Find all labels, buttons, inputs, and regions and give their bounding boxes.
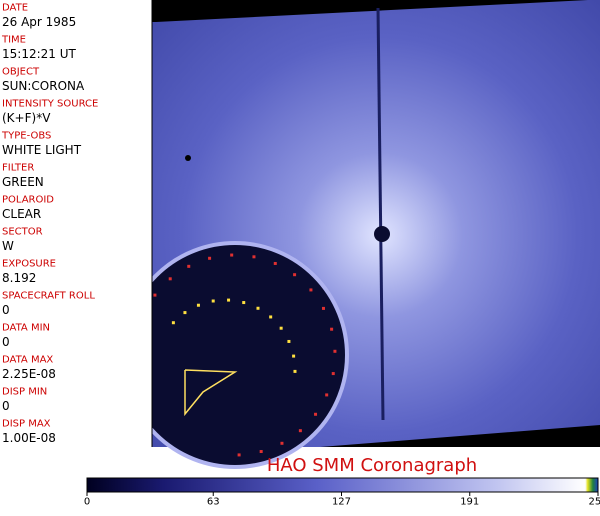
- dot: [298, 429, 302, 433]
- dot: [321, 306, 325, 310]
- field-label: EXPOSURE: [2, 258, 56, 269]
- field-label: TYPE-OBS: [1, 130, 51, 141]
- pylon: [376, 7, 385, 421]
- field-value: 0: [2, 399, 10, 413]
- dot: [287, 339, 291, 343]
- field-label: SPACECRAFT ROLL: [2, 290, 95, 301]
- colorbar-tick-label: 127: [332, 496, 351, 507]
- field-value: 0: [2, 303, 10, 317]
- field-value: 8.192: [2, 271, 36, 285]
- info-panel: [0, 0, 152, 447]
- occulter: [121, 241, 349, 469]
- dot: [293, 369, 297, 373]
- overlay: [133, 253, 337, 457]
- field-value: W: [2, 239, 14, 253]
- dot: [237, 453, 241, 457]
- title: HAO SMM Coronagraph: [267, 455, 477, 476]
- field-value: CLEAR: [2, 207, 41, 221]
- dot: [280, 441, 284, 445]
- dot: [325, 393, 329, 397]
- field-label: DATA MIN: [2, 322, 50, 333]
- field-value: 26 Apr 1985: [2, 15, 76, 29]
- field-label: DATA MAX: [2, 354, 53, 365]
- field-value: (K+F)*V: [2, 111, 51, 125]
- dot: [273, 261, 277, 265]
- colorbar-tick-label: 191: [460, 496, 479, 507]
- field-label: DISP MIN: [2, 386, 47, 397]
- dot: [227, 298, 231, 302]
- dot: [256, 306, 260, 310]
- dot: [168, 277, 172, 281]
- dot: [293, 273, 297, 277]
- dot: [259, 450, 263, 454]
- colorbar-tick-label: 255: [588, 496, 600, 507]
- field-value: 2.25E-08: [2, 367, 56, 381]
- dot: [196, 303, 200, 307]
- dot: [330, 327, 334, 331]
- dot: [153, 293, 157, 297]
- dot: [242, 301, 246, 305]
- dot: [171, 321, 175, 325]
- dot: [269, 315, 273, 319]
- field-value: 1.00E-08: [2, 431, 56, 445]
- field-value: GREEN: [2, 175, 44, 189]
- star: [185, 155, 191, 161]
- dot: [331, 372, 335, 376]
- dot: [333, 349, 337, 353]
- field-value: WHITE LIGHT: [2, 143, 82, 157]
- dot: [187, 264, 191, 268]
- field-value: 0: [2, 335, 10, 349]
- field-label: DISP MAX: [2, 418, 51, 429]
- dot: [279, 326, 283, 330]
- colorbar-tick-label: 63: [207, 496, 220, 507]
- field-label: SECTOR: [2, 226, 43, 237]
- field-value: SUN:CORONA: [2, 79, 85, 93]
- field-label: TIME: [1, 34, 26, 45]
- dot: [211, 299, 215, 303]
- field-label: OBJECT: [2, 66, 40, 77]
- dot: [230, 253, 234, 257]
- field-label: DATE: [2, 2, 28, 13]
- pylon-hub: [374, 226, 390, 242]
- field-value: 15:12:21 UT: [2, 47, 76, 61]
- dot: [183, 311, 187, 315]
- dot: [292, 354, 296, 358]
- field-label: INTENSITY SOURCE: [2, 98, 98, 109]
- dot: [309, 288, 313, 292]
- field-label: FILTER: [2, 162, 34, 173]
- colorbar: [86, 477, 599, 493]
- dot: [208, 256, 212, 260]
- dot: [314, 412, 318, 416]
- field-label: POLAROID: [2, 194, 54, 205]
- dot: [252, 255, 256, 259]
- overlay-triangle: [184, 369, 238, 417]
- colorbar-tick-label: 0: [84, 496, 90, 507]
